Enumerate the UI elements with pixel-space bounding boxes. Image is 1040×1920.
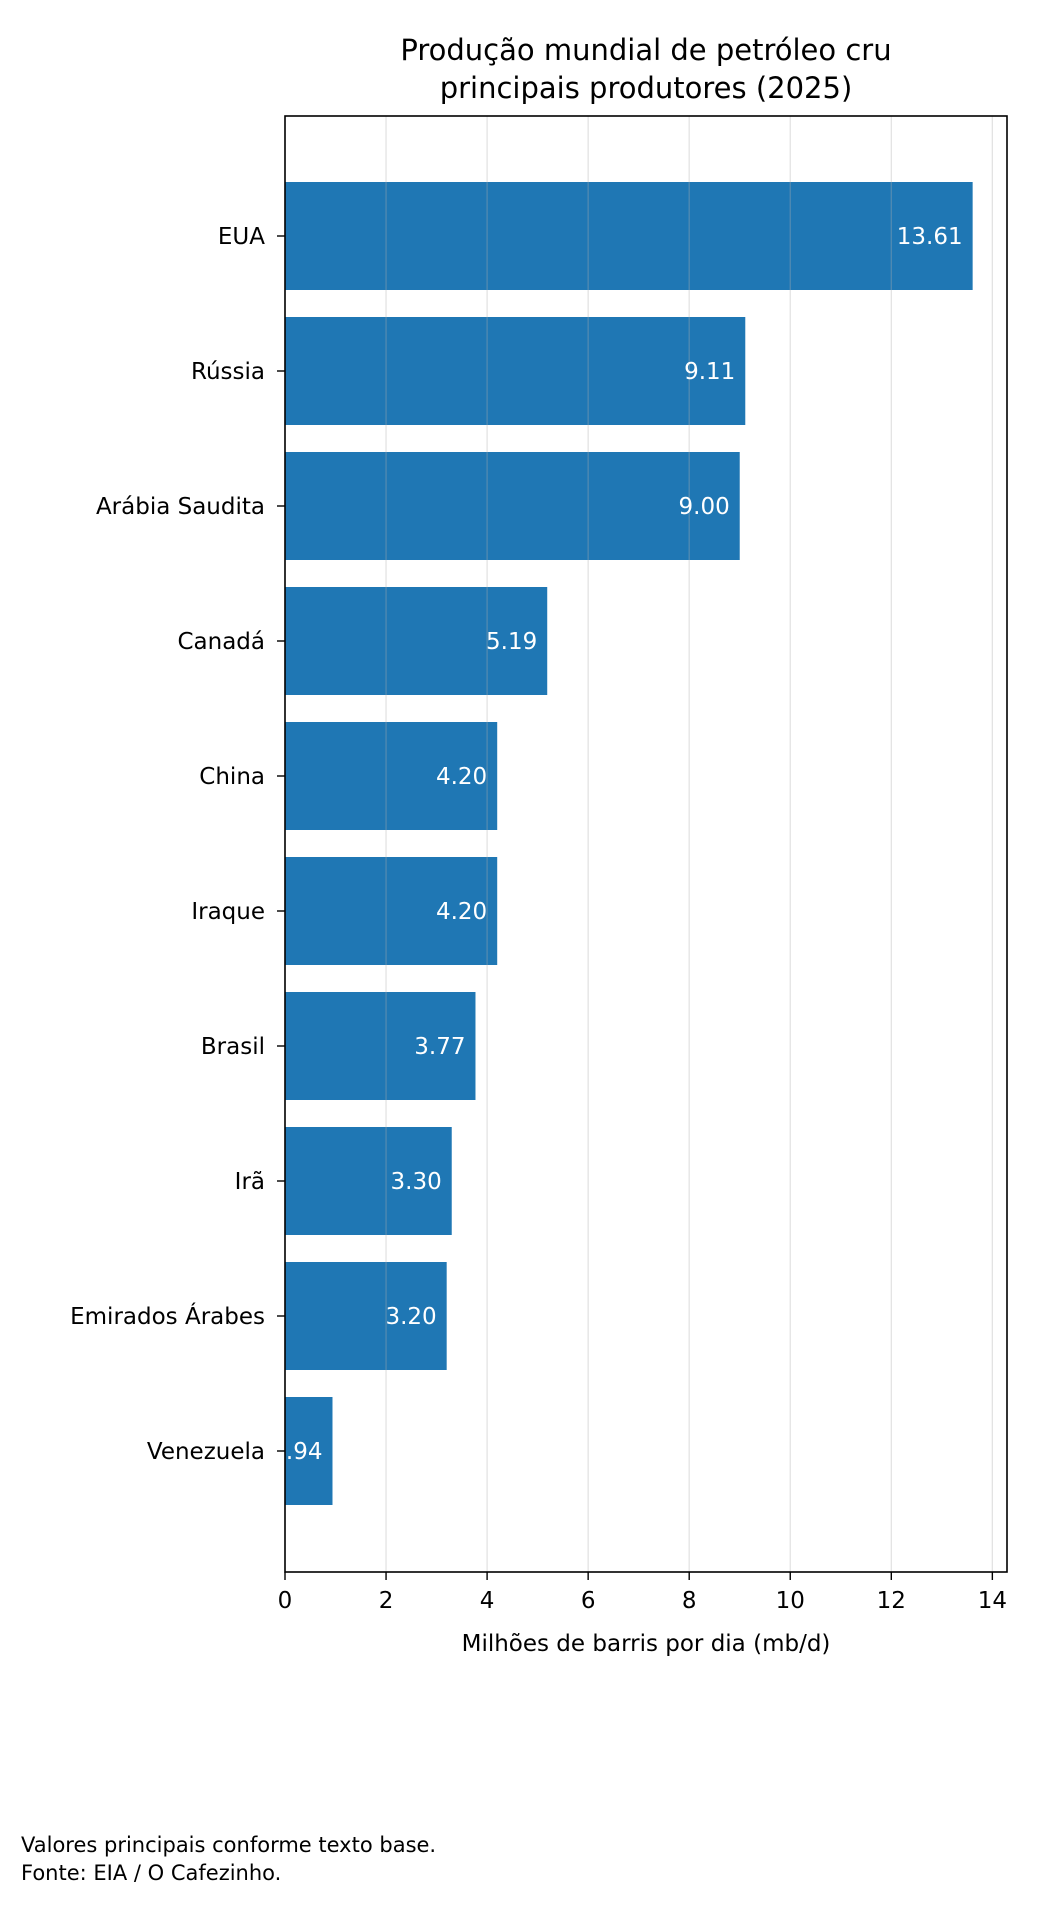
y-tick-label: Iraque [191, 899, 265, 925]
plot-frame [284, 115, 1008, 1573]
bar [285, 722, 498, 830]
x-tick-label: 10 [776, 1588, 805, 1614]
bar [285, 1127, 452, 1235]
bar-value-label: 9.00 [679, 494, 730, 520]
bar-value-label: 3.30 [391, 1169, 442, 1195]
chart-title-line-1: Produção mundial de petróleo cru [400, 33, 891, 67]
x-tick-label: 8 [682, 1588, 697, 1614]
bar-value-label: 5.19 [486, 629, 537, 655]
x-axis-label: Milhões de barris por dia (mb/d) [462, 1631, 831, 1657]
y-tick-label: Canadá [177, 629, 265, 655]
bar [285, 857, 498, 965]
bar-value-label: 3.20 [385, 1304, 436, 1330]
bar-value-label: 4.20 [436, 899, 487, 925]
footer-source: Fonte: EIA / O Cafezinho. [21, 1861, 281, 1885]
y-tick-label: Brasil [201, 1034, 265, 1060]
y-tick-label: Emirados Árabes [70, 1302, 265, 1330]
chart-title-line-2: principais produtores (2025) [440, 71, 853, 105]
bar [285, 1262, 447, 1370]
bar-value-label: 13.61 [897, 224, 963, 250]
bar [285, 992, 476, 1100]
y-tick-label: Rússia [191, 359, 265, 385]
x-tick-label: 0 [278, 1588, 293, 1614]
bar [285, 587, 548, 695]
footer-note: Valores principais conforme texto base. [21, 1833, 436, 1857]
bar [285, 452, 740, 560]
bar [285, 182, 973, 290]
x-tick-label: 4 [480, 1588, 495, 1614]
x-tick-label: 12 [877, 1588, 906, 1614]
y-tick-label: EUA [218, 224, 265, 250]
y-tick-label: Irã [235, 1169, 265, 1195]
bar [285, 1397, 333, 1505]
y-tick-label: Arábia Saudita [96, 494, 265, 520]
bar-value-label: 9.11 [684, 359, 735, 385]
bar [285, 317, 746, 425]
bar-value-label: 3.77 [414, 1034, 465, 1060]
x-tick-label: 2 [379, 1588, 394, 1614]
x-tick-label: 14 [978, 1588, 1007, 1614]
y-tick-label: Venezuela [147, 1439, 265, 1465]
bar-value-label: 0.94 [271, 1439, 322, 1465]
x-tick-label: 6 [581, 1588, 596, 1614]
y-tick-label: China [199, 764, 265, 790]
bar-value-label: 4.20 [436, 764, 487, 790]
